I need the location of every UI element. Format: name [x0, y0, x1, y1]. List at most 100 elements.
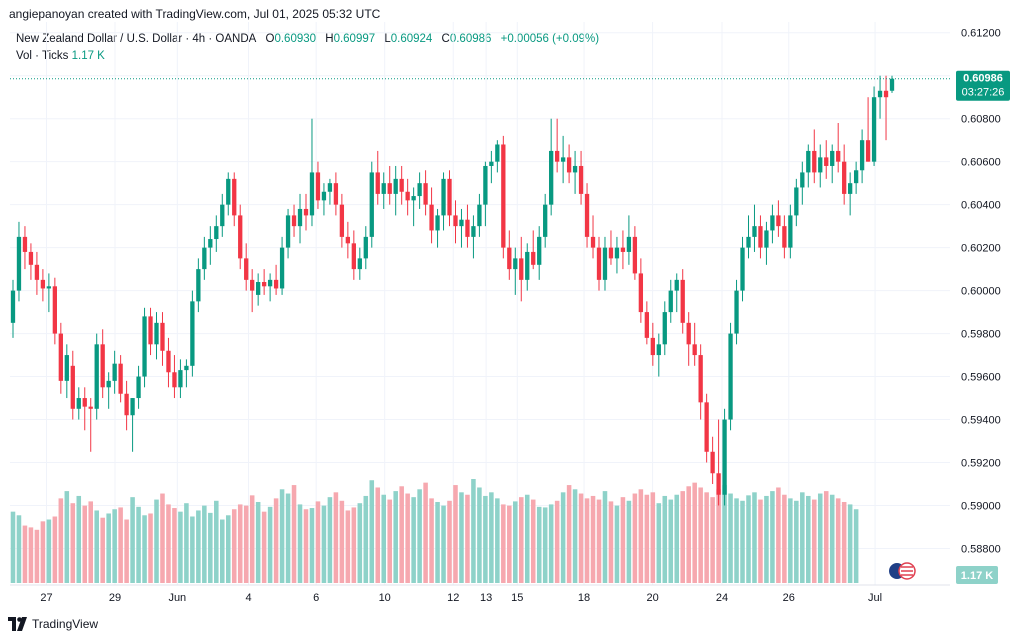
candle-body[interactable]: [626, 236, 632, 252]
candle-body[interactable]: [10, 290, 16, 323]
candle-body[interactable]: [46, 286, 52, 289]
candle-body[interactable]: [190, 301, 195, 366]
candle-body[interactable]: [40, 279, 46, 289]
candle-body[interactable]: [722, 419, 727, 495]
candle-body[interactable]: [208, 239, 213, 248]
candle-body[interactable]: [285, 215, 291, 248]
candle-body[interactable]: [465, 219, 470, 237]
candle-body[interactable]: [871, 97, 877, 162]
candle-body[interactable]: [537, 236, 542, 265]
candle-body[interactable]: [608, 247, 614, 259]
candle-body[interactable]: [220, 204, 225, 227]
candle-body[interactable]: [836, 150, 841, 162]
candle-body[interactable]: [297, 208, 303, 227]
candle-body[interactable]: [668, 290, 673, 313]
candle-body[interactable]: [112, 363, 117, 381]
candle-body[interactable]: [584, 193, 590, 237]
candle-body[interactable]: [728, 333, 733, 420]
candle-body[interactable]: [644, 312, 649, 338]
candle-body[interactable]: [196, 269, 201, 302]
candle-body[interactable]: [776, 215, 781, 227]
candle-body[interactable]: [267, 279, 273, 287]
candle-body[interactable]: [566, 157, 572, 173]
candle-body[interactable]: [656, 344, 661, 356]
candle-body[interactable]: [572, 165, 578, 173]
candle-body[interactable]: [244, 258, 249, 280]
volume-label[interactable]: Vol · Ticks: [16, 50, 69, 62]
candle-body[interactable]: [620, 247, 626, 252]
candle-body[interactable]: [339, 204, 345, 237]
candle-body[interactable]: [154, 322, 159, 345]
candle-body[interactable]: [818, 157, 823, 173]
candle-body[interactable]: [578, 165, 584, 194]
candle-body[interactable]: [279, 247, 285, 289]
candle-body[interactable]: [387, 183, 392, 194]
candle-body[interactable]: [22, 236, 28, 252]
candle-body[interactable]: [543, 204, 548, 237]
candle-body[interactable]: [859, 140, 865, 171]
candle-body[interactable]: [226, 178, 231, 205]
candle-body[interactable]: [214, 226, 219, 240]
candle-body[interactable]: [273, 279, 279, 289]
candle-body[interactable]: [106, 380, 111, 388]
candle-body[interactable]: [889, 78, 895, 91]
candle-body[interactable]: [686, 322, 691, 345]
candle-body[interactable]: [531, 251, 536, 265]
candle-body[interactable]: [842, 161, 847, 194]
candle-body[interactable]: [692, 344, 697, 356]
candle-body[interactable]: [435, 215, 440, 231]
candle-body[interactable]: [250, 279, 255, 291]
candle-body[interactable]: [405, 191, 410, 201]
candle-body[interactable]: [118, 363, 123, 394]
candle-body[interactable]: [399, 178, 404, 192]
candle-body[interactable]: [830, 150, 835, 166]
candle-body[interactable]: [794, 187, 799, 216]
candle-body[interactable]: [865, 140, 871, 162]
candle-body[interactable]: [375, 172, 380, 194]
candle-body[interactable]: [166, 350, 171, 373]
candle-body[interactable]: [740, 247, 745, 291]
candle-body[interactable]: [148, 316, 153, 345]
candle-body[interactable]: [519, 258, 524, 280]
candle-body[interactable]: [560, 157, 566, 162]
candle-body[interactable]: [309, 172, 315, 216]
candle-body[interactable]: [70, 365, 75, 409]
candle-body[interactable]: [602, 247, 608, 280]
candle-body[interactable]: [716, 473, 721, 495]
candle-body[interactable]: [315, 172, 321, 201]
candle-body[interactable]: [853, 170, 859, 184]
candle-body[interactable]: [64, 355, 69, 381]
candle-body[interactable]: [590, 236, 596, 248]
candle-body[interactable]: [710, 451, 715, 474]
candle-body[interactable]: [704, 402, 709, 452]
candle-body[interactable]: [291, 215, 297, 227]
candle-body[interactable]: [632, 236, 638, 274]
candle-body[interactable]: [34, 264, 40, 280]
candle-body[interactable]: [52, 286, 58, 334]
candle-body[interactable]: [202, 247, 207, 270]
candle-body[interactable]: [782, 226, 787, 248]
candle-body[interactable]: [411, 196, 416, 201]
candle-body[interactable]: [351, 243, 356, 270]
candle-body[interactable]: [16, 236, 22, 291]
candle-body[interactable]: [650, 337, 655, 356]
candle-body[interactable]: [321, 191, 327, 201]
flag-icon[interactable]: [889, 562, 916, 580]
candle-body[interactable]: [447, 178, 452, 216]
candle-body[interactable]: [232, 178, 237, 216]
candle-body[interactable]: [369, 172, 374, 237]
candle-body[interactable]: [94, 344, 99, 409]
candle-body[interactable]: [507, 247, 512, 270]
candle-body[interactable]: [160, 322, 165, 351]
candle-body[interactable]: [752, 226, 757, 237]
candle-body[interactable]: [28, 251, 34, 265]
candle-body[interactable]: [441, 178, 446, 216]
candle-body[interactable]: [698, 355, 703, 403]
candle-body[interactable]: [172, 372, 177, 388]
candle-body[interactable]: [674, 279, 679, 291]
candle-body[interactable]: [758, 226, 763, 248]
candle-body[interactable]: [100, 344, 105, 388]
candle-body[interactable]: [680, 279, 685, 323]
candle-body[interactable]: [471, 226, 476, 237]
symbol-title[interactable]: New Zealand Dollar / U.S. Dollar · 4h · …: [16, 33, 257, 45]
